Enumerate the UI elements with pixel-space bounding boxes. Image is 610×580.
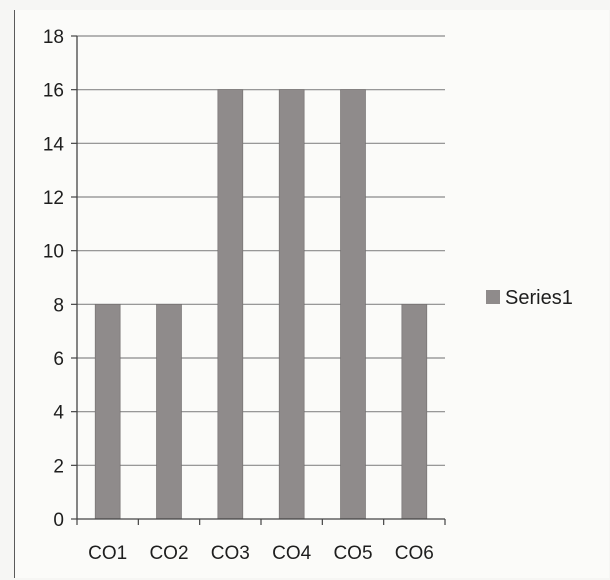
x-tick-label: CO2 (149, 543, 188, 564)
y-tick-label: 8 (53, 295, 64, 316)
gridlines (77, 35, 445, 466)
legend: Series1 (486, 287, 573, 309)
axes (71, 35, 446, 525)
y-tick-label: 2 (53, 456, 64, 477)
y-tick-label: 16 (43, 81, 64, 102)
bar-co4 (278, 89, 305, 520)
x-tick-label: CO4 (272, 543, 312, 564)
x-tick-label: CO3 (211, 543, 250, 564)
y-tick-label: 18 (43, 27, 64, 48)
y-tick-label: 0 (53, 510, 64, 531)
y-tick-label: 12 (43, 188, 64, 209)
bar-co6 (401, 304, 428, 520)
y-tick-label: 10 (43, 242, 64, 263)
tick-labels: 0 2 4 6 8 10 12 14 16 18 CO1 CO2 CO3 CO4 CO5 CO6 (43, 27, 434, 564)
y-tick-label: 4 (53, 403, 64, 424)
y-tick-label: 6 (53, 349, 64, 370)
x-tick-label: CO5 (333, 543, 372, 564)
bar-co5 (340, 89, 366, 520)
legend-swatch-series1 (486, 290, 500, 304)
x-tick-label: CO1 (88, 543, 127, 564)
x-tick-label: CO6 (395, 543, 434, 564)
bar-co2 (156, 304, 182, 520)
bar-co3 (217, 89, 244, 520)
y-tick-label: 14 (43, 134, 65, 155)
bars (94, 89, 428, 520)
legend-label-series1: Series1 (505, 287, 573, 309)
bar-co1 (94, 304, 121, 520)
